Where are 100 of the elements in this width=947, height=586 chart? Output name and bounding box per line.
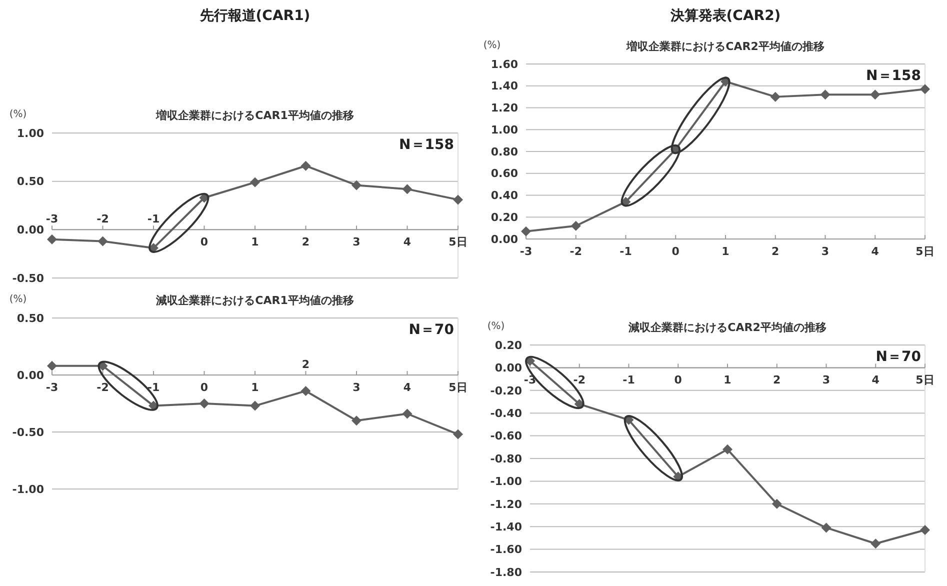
y-tick-label: 0.80 <box>490 145 518 158</box>
x-tick-label: -2 <box>570 245 582 258</box>
y-tick-label: -1.20 <box>490 498 522 511</box>
y-tick-label: 0.50 <box>16 175 44 188</box>
x-tick-label: 2 <box>302 236 310 249</box>
point <box>300 386 311 396</box>
point <box>47 360 57 371</box>
x-tick-label: -3 <box>46 381 58 394</box>
point <box>199 398 210 408</box>
x-tick-label: 5日 <box>916 374 934 387</box>
y-tick-label: 0.00 <box>16 224 44 237</box>
x-tick-label: -2 <box>96 381 109 394</box>
y-tick-label: 0.00 <box>16 368 44 382</box>
y-tick-label: 0.20 <box>494 338 522 352</box>
x-tick-label: 1 <box>251 236 259 249</box>
x-tick-label: 3 <box>821 245 830 258</box>
chart-subtitle: 増収企業群におけるCAR2平均値の推移 <box>626 40 824 53</box>
x-tick-label: -3 <box>46 212 58 226</box>
annotation: N＝70 <box>876 349 922 365</box>
y-tick-label: -0.50 <box>12 426 44 439</box>
point <box>570 220 581 231</box>
chart-title: 減収企業群におけるCAR2平均値の推移 <box>628 321 826 334</box>
y-tick-label: -0.60 <box>490 430 522 443</box>
point <box>521 226 531 236</box>
point <box>300 160 311 171</box>
x-tick-label: 3 <box>352 381 360 394</box>
point <box>453 429 463 440</box>
x-tick-label: 0 <box>672 245 680 258</box>
y-tick-label: 1.20 <box>490 102 518 115</box>
y-tick-label: -1.40 <box>490 520 522 534</box>
x-tick-label: 0 <box>200 236 208 249</box>
y-tick-label: -0.20 <box>490 384 522 398</box>
y-tick-label: 1.60 <box>490 58 518 71</box>
x-tick-label: 4 <box>403 236 412 249</box>
x-tick-label: 5日 <box>448 381 468 394</box>
x-tick-label: 2 <box>773 374 781 387</box>
point <box>352 180 362 190</box>
x-tick-label: 2 <box>302 358 310 371</box>
y-tick-label: -0.80 <box>490 452 522 466</box>
y-tick-label: 0.60 <box>490 167 518 180</box>
y-tick-label: -1.80 <box>490 566 522 579</box>
x-tick-label: -1 <box>620 245 632 258</box>
y-tick-label: 0.00 <box>494 362 522 375</box>
point <box>920 525 930 536</box>
point <box>250 400 260 411</box>
annotation: N＝158 <box>399 137 454 153</box>
y-tick-label: -1.60 <box>490 543 522 556</box>
x-tick-label: -2 <box>573 374 586 387</box>
point <box>870 538 881 549</box>
point <box>402 408 412 419</box>
x-tick-label: 3 <box>822 374 830 387</box>
x-tick-label: 4 <box>872 374 880 387</box>
x-tick-label: -2 <box>96 212 109 226</box>
y-axis-title: (%) <box>9 109 27 120</box>
y-axis-title: (%) <box>483 40 501 51</box>
x-tick-label: -1 <box>147 212 160 226</box>
point <box>820 90 830 100</box>
point <box>250 177 260 188</box>
point <box>402 184 412 194</box>
x-tick-label: -1 <box>147 381 160 394</box>
x-tick-label: 0 <box>674 374 682 387</box>
point <box>722 444 732 454</box>
y-tick-label: -1.00 <box>490 475 522 488</box>
x-tick-label: 2 <box>772 245 780 258</box>
x-tick-label: 0 <box>200 381 208 394</box>
point <box>870 90 880 100</box>
chart-title: 決算発表(CAR2) <box>669 8 781 24</box>
point <box>770 92 780 102</box>
x-tick-label: 1 <box>724 374 732 387</box>
x-tick-label: 4 <box>871 245 880 258</box>
point <box>920 84 930 94</box>
y-tick-label: -0.50 <box>12 272 44 285</box>
y-tick-label: 1.00 <box>490 123 518 136</box>
y-tick-label: -1.00 <box>12 482 44 496</box>
point <box>821 522 832 533</box>
x-tick-label: 1 <box>722 245 730 258</box>
y-tick-label: 0.50 <box>16 312 44 325</box>
point <box>453 194 463 205</box>
y-axis-title: (%) <box>9 294 27 305</box>
y-tick-label: 1.00 <box>16 126 44 140</box>
chart-title: 先行報道(CAR1) <box>198 8 310 24</box>
y-axis-title: (%) <box>487 321 505 332</box>
y-tick-label: -0.40 <box>490 406 522 420</box>
x-tick-label: 5日 <box>448 236 468 249</box>
point <box>98 236 108 246</box>
point <box>47 234 57 244</box>
y-tick-label: 0.40 <box>490 189 518 202</box>
point <box>772 498 782 509</box>
x-tick-label: 3 <box>352 236 360 249</box>
point <box>352 416 362 426</box>
x-tick-label: -1 <box>622 374 635 387</box>
x-tick-label: -3 <box>520 245 532 258</box>
chart-title: 減収企業群におけるCAR1平均値の推移 <box>155 294 354 307</box>
y-tick-label: 0.20 <box>490 210 518 224</box>
y-tick-label: 1.40 <box>490 80 518 93</box>
y-tick-label: 0.00 <box>490 232 518 246</box>
chart-subtitle: 増収企業群におけるCAR1平均値の推移 <box>155 109 354 122</box>
annotation: N＝158 <box>866 68 921 84</box>
x-tick-label: 1 <box>251 381 259 394</box>
x-tick-label: 5日 <box>916 245 934 258</box>
